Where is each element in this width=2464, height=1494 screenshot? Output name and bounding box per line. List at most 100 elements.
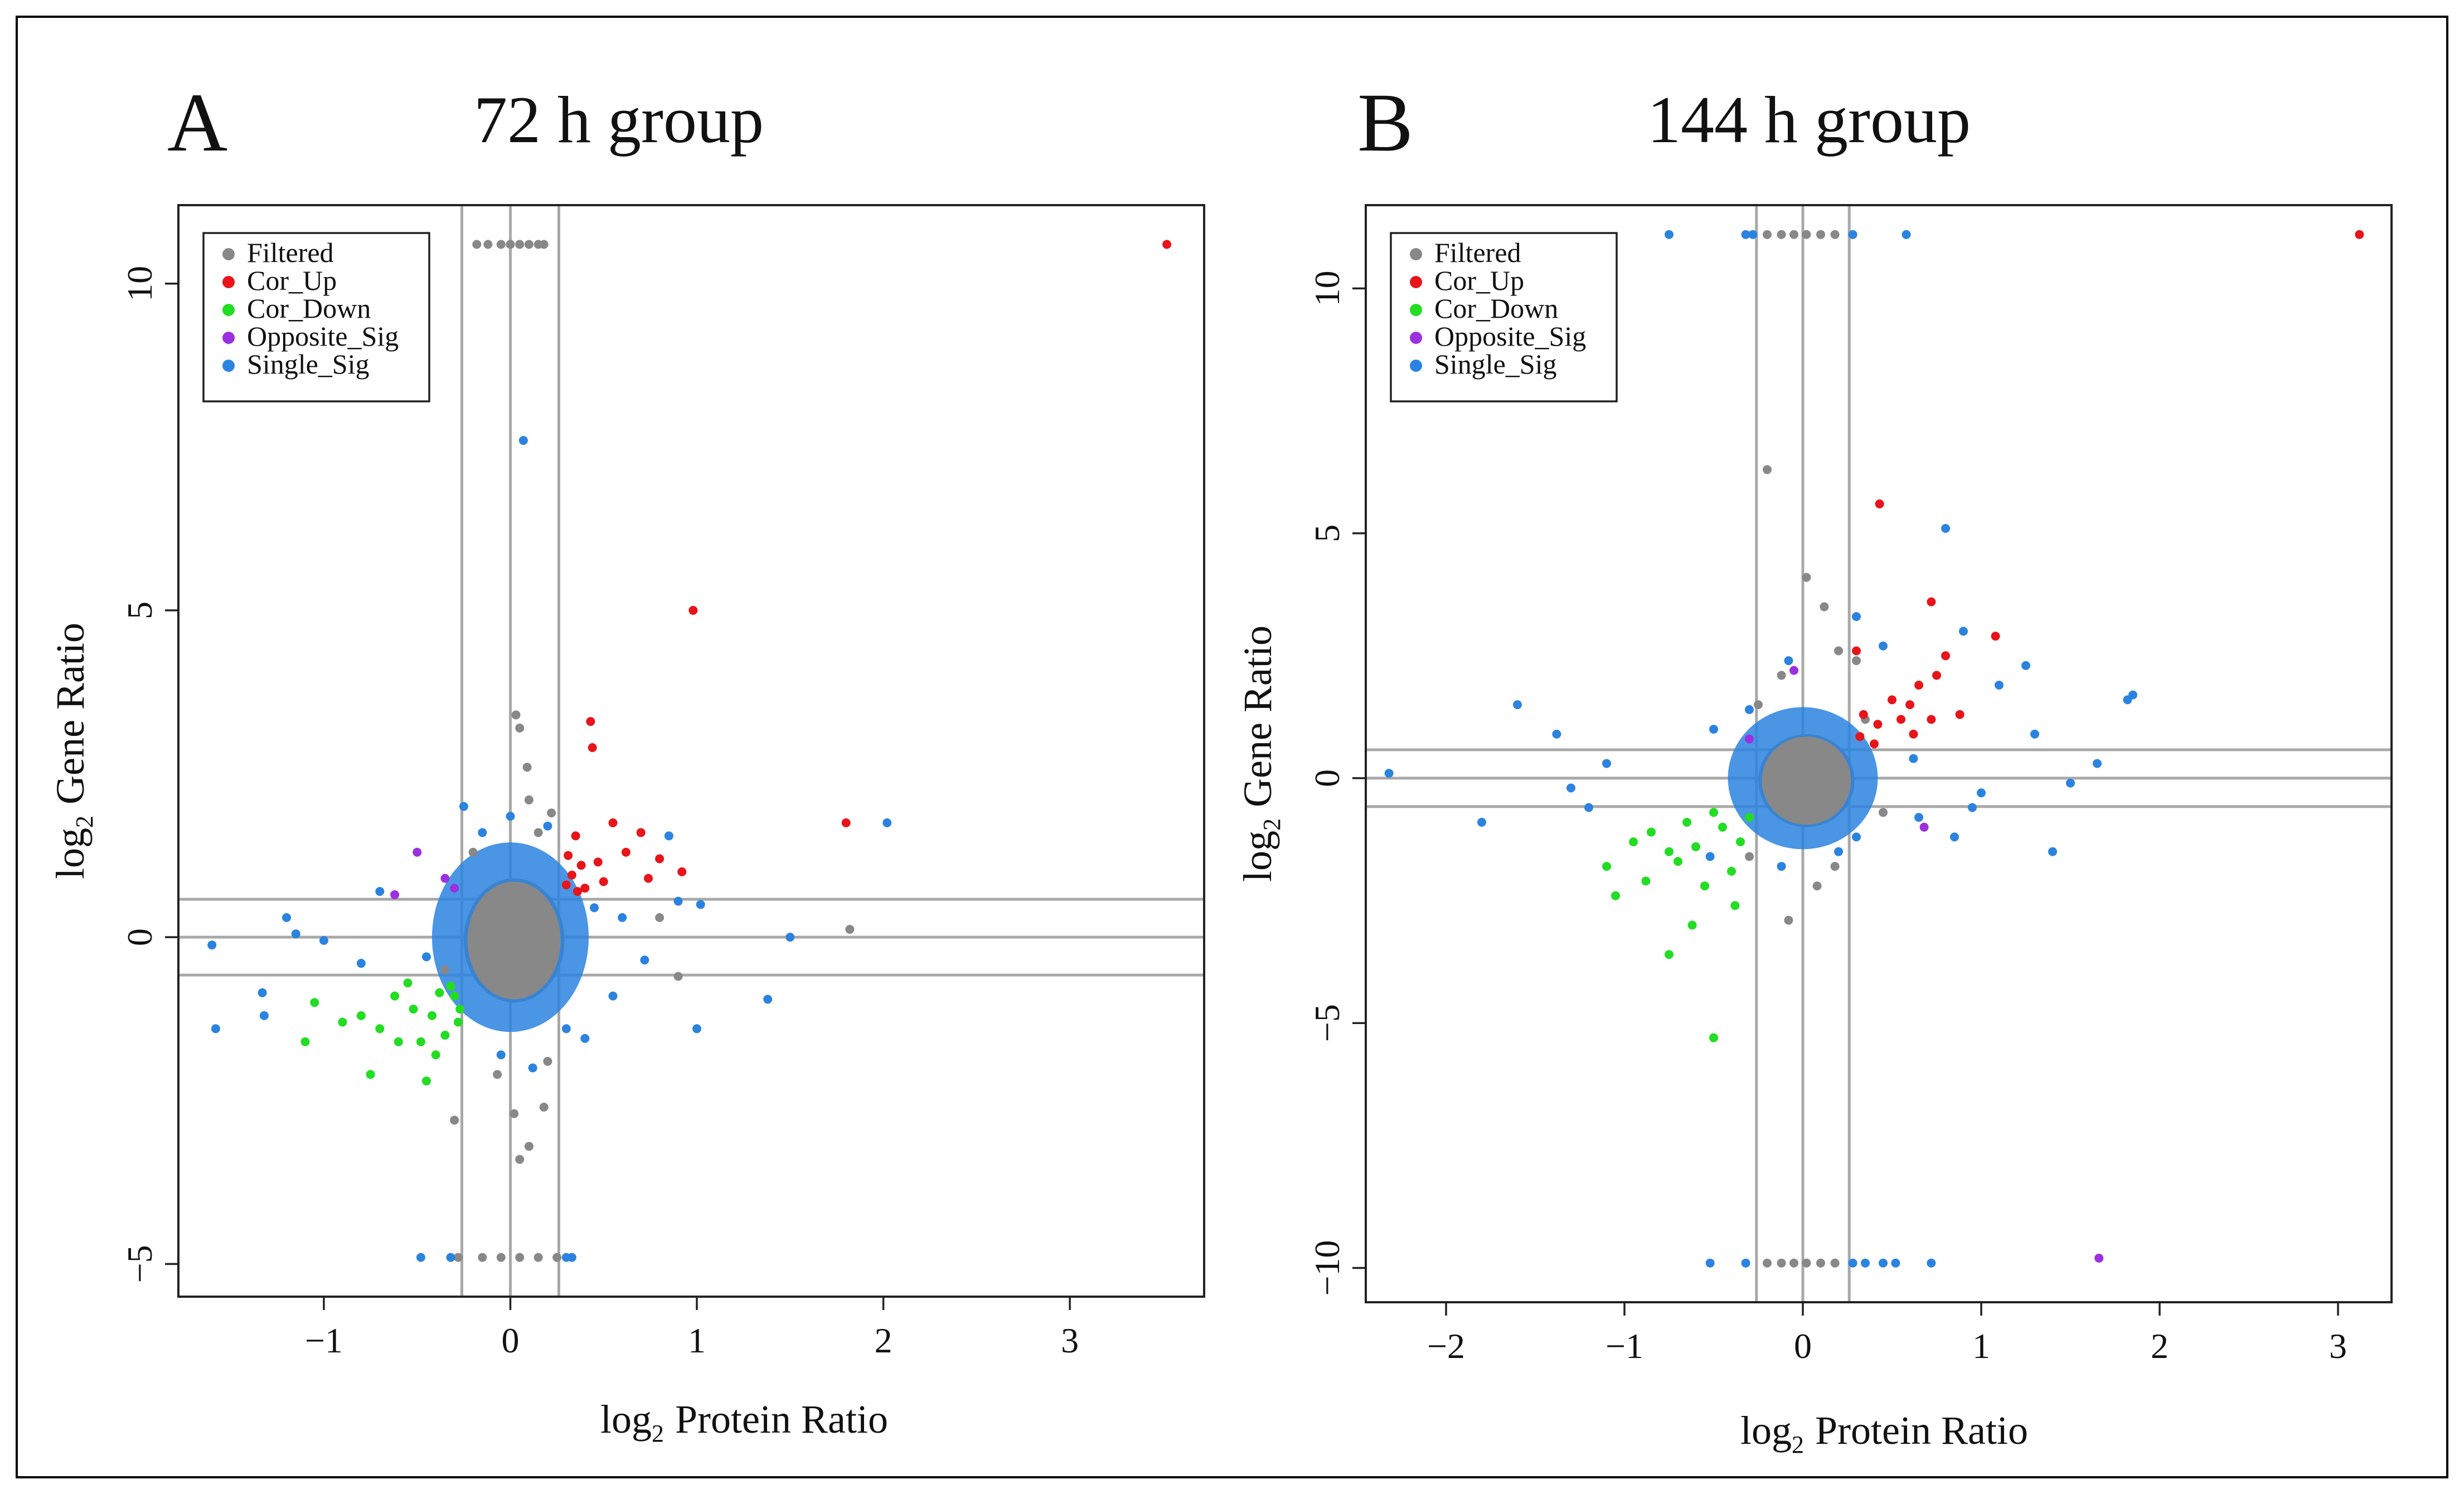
panel-b-single-sig-point-42 (1745, 705, 1754, 714)
panel-a-cor-down-point-12 (403, 978, 413, 988)
panel-b-filtered-point-19 (1784, 915, 1793, 925)
panel-b-single-sig-point-6 (1741, 1258, 1750, 1268)
panel-b-single-sig-point-21 (2123, 695, 2132, 705)
panel-a-xlabel-log: log (600, 1397, 652, 1442)
panel-b-legend-box (1390, 232, 1618, 402)
panel-b-cor-up-point-8 (1888, 695, 1896, 705)
panel-a-single-sig-point-12 (258, 988, 267, 997)
panel-b-filtered-point-14 (1820, 602, 1829, 612)
panel-b-xtick-label-4: 2 (2151, 1326, 2169, 1366)
panel-a-ytick-label-1: 0 (120, 928, 159, 946)
panel-a-filtered-point-16 (522, 763, 532, 772)
panel-a-legend-label-single-sig: Single_Sig (247, 348, 369, 380)
panel-b-single-sig-point-37 (1777, 862, 1786, 871)
panel-a-single-sig-point-19 (618, 913, 627, 922)
panel-b-cor-down-point-5 (1602, 862, 1611, 871)
panel-b-single-sig-point-13 (1384, 769, 1394, 778)
panel-a-single-sig-point-27 (543, 821, 552, 831)
panel-a-legend-marker-filtered (222, 248, 235, 260)
panel-b-series-opposite-sig (1745, 666, 2104, 1263)
panel-b-cor-up-point-11 (1873, 720, 1883, 729)
panel-b-plot-frame (1365, 204, 2393, 1303)
panel-b-cor-down-point-16 (1682, 818, 1691, 827)
panel-b-legend-label-filtered: Filtered (1434, 237, 1521, 268)
panel-a-cor-down-point-6 (338, 1017, 347, 1027)
panel-b-filtered-point-23 (1754, 700, 1763, 710)
panel-b-reference-lines (1366, 205, 2392, 1302)
panel-b-opposite-sig-point-1 (1789, 666, 1798, 675)
panel-b-single-sig-point-33 (1784, 656, 1793, 666)
panel-b-single-sig-point-41 (1914, 813, 1923, 822)
panel-a-cor-up-point-9 (655, 854, 664, 864)
panel-a-cor-down-point-18 (356, 1011, 366, 1020)
panel-a-cor-down-point-2 (431, 1050, 440, 1060)
panel-a-filtered-point-28 (673, 972, 683, 981)
panel-b-cor-down-point-13 (1736, 837, 1745, 847)
panel-a-legend-marker-single-sig (222, 360, 235, 372)
panel-a-cor-up-point-19 (564, 851, 573, 860)
panel-b-filtered-point-3 (1802, 230, 1811, 239)
panel-a-filtered-point-10 (496, 1253, 506, 1262)
panel-b-series-filtered (1745, 230, 1888, 1268)
panel-b-cor-down-point-12 (1718, 822, 1727, 832)
panel-b-ylabel-log: log (1235, 831, 1280, 882)
panel-a-single-sig-point-16 (319, 936, 328, 945)
panel-a-cor-up-point-6 (636, 828, 646, 837)
panel-a-xlabel-text: Protein Ratio (675, 1397, 888, 1442)
panel-a-single-sig-point-10 (207, 940, 217, 950)
panel-a-cor-up-point-2 (586, 717, 595, 726)
panel-b-xtick-label-1: −1 (1606, 1326, 1643, 1366)
panel-b-xlabel: log2 Protein Ratio (1740, 1408, 2028, 1458)
panel-a-legend-label-cor-up: Cor_Up (247, 265, 337, 296)
panel-b-single-sig-point-3 (1848, 230, 1857, 239)
panel-b-cor-down-point-10 (1647, 827, 1656, 837)
panel-a-opposite-sig-point-2 (440, 874, 450, 883)
panel-a-filtered-point-18 (533, 828, 543, 837)
panel-a-cor-up-point-5 (608, 818, 618, 827)
panel-b-xtick-label-5: 3 (2329, 1326, 2347, 1366)
panel-b-series-cor-up (1852, 230, 2364, 749)
panel-a-cor-up-point-11 (677, 867, 687, 876)
panel-a-single-sig-point-14 (282, 913, 292, 922)
panel-a-cor-down-point-14 (427, 1011, 436, 1020)
panel-a-filtered-point-5 (524, 240, 533, 249)
panel-a-cor-down-point-1 (421, 1076, 431, 1086)
panel-b-cor-up-point-0 (2355, 230, 2364, 239)
panel-b-cor-up-point-6 (1932, 671, 1941, 680)
panel-a-xtick-label-3: 2 (875, 1321, 893, 1360)
panel-a-filtered-point-8 (453, 1253, 463, 1262)
panel-a-single-sig-point-29 (496, 1050, 506, 1060)
panel-b-legend-marker-single-sig (1410, 360, 1422, 372)
panel-b-cor-up-point-5 (1914, 681, 1923, 690)
panel-a-opposite-sig-point-3 (450, 884, 459, 893)
panel-b-filtered-core (1762, 736, 1851, 825)
panel-b-single-sig-point-26 (2066, 778, 2075, 788)
panel-b-cor-up-point-4 (1941, 651, 1950, 661)
panel-a-legend-marker-opposite-sig (222, 332, 235, 344)
panel-a-xlabel: log2 Protein Ratio (600, 1397, 888, 1447)
panel-a-xtick-label-4: 3 (1061, 1321, 1079, 1360)
panel-b-filtered-point-4 (1816, 230, 1825, 239)
panel-a-single-sig-point-17 (673, 896, 683, 906)
panel-b-xlabel-log: log (1740, 1408, 1792, 1453)
panel-a-cor-up-point-8 (621, 847, 630, 857)
panel-b-single-sig-point-23 (2048, 847, 2057, 856)
panel-b-single-sig-point-1 (1741, 230, 1750, 239)
panel-a: A 72 h group −1 0 1 2 3 −5 0 5 10 FilteredCor_Up… (48, 76, 1205, 1447)
figure-frame (16, 16, 2448, 1478)
panel-b-single-sig-point-12 (1941, 523, 1950, 533)
panel-a-filtered-point-15 (515, 723, 525, 733)
panel-a-single-sig-point-32 (421, 952, 431, 962)
panel-b-opposite-sig-point-2 (1919, 822, 1929, 832)
panel-a-ytick-label-2: 5 (120, 602, 159, 619)
panel-a-cor-down-point-19 (455, 1005, 465, 1014)
panel-a-filtered-point-27 (845, 925, 855, 934)
panel-b-single-sig-point-17 (1566, 783, 1575, 793)
panel-a-opposite-sig-point-0 (413, 847, 422, 857)
panel-a-filtered-point-31 (468, 847, 478, 857)
panel-b-legend-marker-cor-down (1410, 304, 1422, 316)
panel-a-cor-down-point-17 (416, 1037, 425, 1046)
panel-b-filtered-point-15 (1834, 646, 1843, 656)
panel-b-xlabel-sub: 2 (1792, 1431, 1804, 1458)
